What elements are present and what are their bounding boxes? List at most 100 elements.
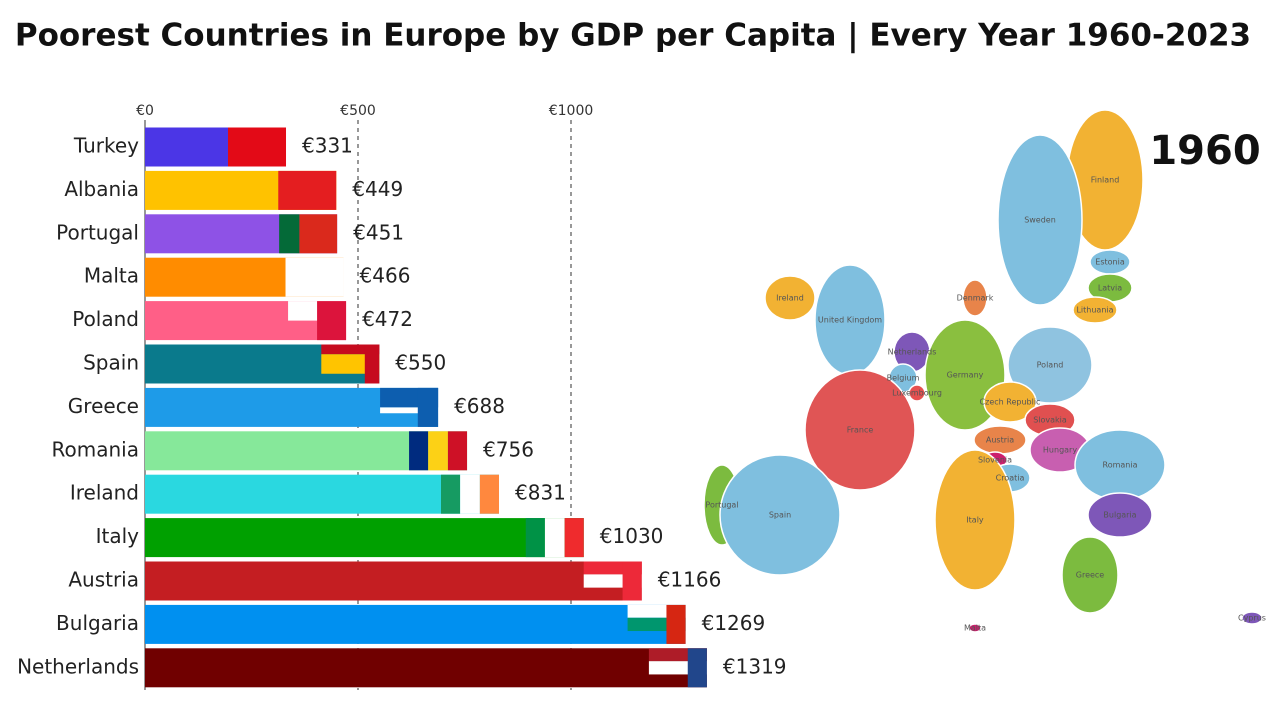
y-tick-label: Netherlands: [17, 654, 139, 678]
map-label: Croatia: [996, 474, 1025, 483]
value-label: €1319: [723, 654, 787, 678]
flag: [479, 474, 500, 514]
y-tick-label: Malta: [84, 264, 139, 288]
map-country: [804, 369, 916, 491]
flag: [447, 431, 468, 471]
flag: [564, 518, 584, 558]
map: Finland Sweden Estonia Latvia Lithuania Irela…: [703, 109, 1266, 633]
value-label: €688: [454, 394, 505, 418]
map-label: Finland: [1091, 176, 1120, 185]
flag: [622, 561, 642, 601]
value-label: €451: [353, 220, 404, 244]
bar: [145, 474, 500, 514]
map-country: [908, 384, 926, 402]
map-label: Ireland: [776, 294, 804, 303]
flag: [441, 474, 461, 514]
value-label: €449: [352, 177, 403, 201]
map-label: Poland: [1037, 361, 1064, 370]
value-label: €472: [362, 307, 413, 331]
y-tick-label: Romania: [52, 437, 139, 461]
x-tick-label: €500: [340, 103, 376, 119]
map-label: Romania: [1103, 461, 1138, 470]
map-label: United Kingdom: [818, 316, 882, 325]
value-label: €1166: [658, 568, 722, 592]
flag: [228, 127, 287, 167]
y-tick-label: Italy: [96, 524, 140, 548]
map-label: Denmark: [957, 294, 994, 303]
map-label: Austria: [986, 436, 1014, 445]
year-label: 1960: [1149, 128, 1260, 174]
flag: [460, 474, 480, 514]
map-label: Greece: [1076, 571, 1105, 580]
y-tick-label: Austria: [68, 568, 139, 592]
map-country: [1087, 492, 1153, 538]
y-tick-label: Poland: [72, 307, 139, 331]
flag: [317, 301, 347, 341]
y-tick-label: Albania: [64, 177, 139, 201]
map-country: [997, 134, 1083, 306]
map-label: Bulgaria: [1103, 511, 1136, 520]
value-label: €331: [302, 134, 353, 158]
x-tick-label: €0: [136, 103, 154, 119]
flag: [544, 518, 565, 558]
map-label: Belgium: [887, 374, 920, 383]
map-label: Estonia: [1095, 258, 1125, 267]
map-country: [1061, 536, 1119, 614]
value-label: €1030: [600, 524, 664, 548]
map-label: Luxembourg: [892, 389, 942, 398]
bar: [145, 604, 686, 644]
flag: [428, 431, 448, 471]
map-country: [934, 449, 1016, 591]
map-country: [764, 275, 816, 321]
map-country: [1072, 296, 1118, 324]
bar: [145, 518, 584, 558]
map-label: Netherlands: [888, 348, 937, 357]
map-label: Cyprus: [1238, 614, 1266, 623]
flag: [380, 407, 439, 414]
map-label: France: [847, 426, 874, 435]
chart-title: Poorest Countries in Europe by GDP per C…: [15, 18, 1251, 54]
map-label: Sweden: [1024, 216, 1056, 225]
value-label: €756: [483, 437, 534, 461]
y-tick-label: Greece: [68, 394, 139, 418]
map-label: Malta: [964, 624, 986, 633]
flag: [666, 604, 686, 644]
value-label: €550: [395, 351, 446, 375]
map-label: Lithuania: [1076, 306, 1113, 315]
y-tick-label: Bulgaria: [56, 611, 139, 635]
map-country: [983, 381, 1037, 423]
map-country: [962, 279, 988, 317]
map-country: [1241, 611, 1263, 625]
map-label: Slovakia: [1033, 416, 1067, 425]
map-label: Hungary: [1043, 446, 1077, 455]
map-label: Slovenia: [978, 456, 1012, 465]
map-country: [719, 454, 841, 576]
x-tick-label: €1000: [549, 103, 594, 119]
map-label: Germany: [947, 371, 984, 380]
map-country: [1007, 326, 1093, 404]
y-tick-label: Spain: [83, 351, 139, 375]
flag: [525, 518, 545, 558]
map-label: Italy: [966, 516, 984, 525]
map-label: Latvia: [1098, 284, 1122, 293]
bar: [145, 648, 707, 688]
y-tick-label: Ireland: [70, 481, 139, 505]
value-label: €1269: [702, 611, 766, 635]
flag: [279, 214, 300, 254]
flag: [285, 257, 344, 297]
map-label: Spain: [769, 511, 791, 520]
map-label: Portugal: [705, 501, 738, 510]
y-tick-label: Turkey: [73, 134, 139, 158]
bar: [145, 561, 642, 601]
value-label: €831: [515, 481, 566, 505]
map-country: [968, 623, 982, 633]
flag: [299, 214, 338, 254]
value-label: €466: [360, 264, 411, 288]
flag: [417, 387, 439, 427]
flag: [409, 431, 429, 471]
map-label: Czech Republic: [980, 398, 1041, 407]
y-tick-label: Portugal: [56, 220, 139, 244]
flag: [687, 648, 707, 688]
flag: [278, 170, 337, 210]
